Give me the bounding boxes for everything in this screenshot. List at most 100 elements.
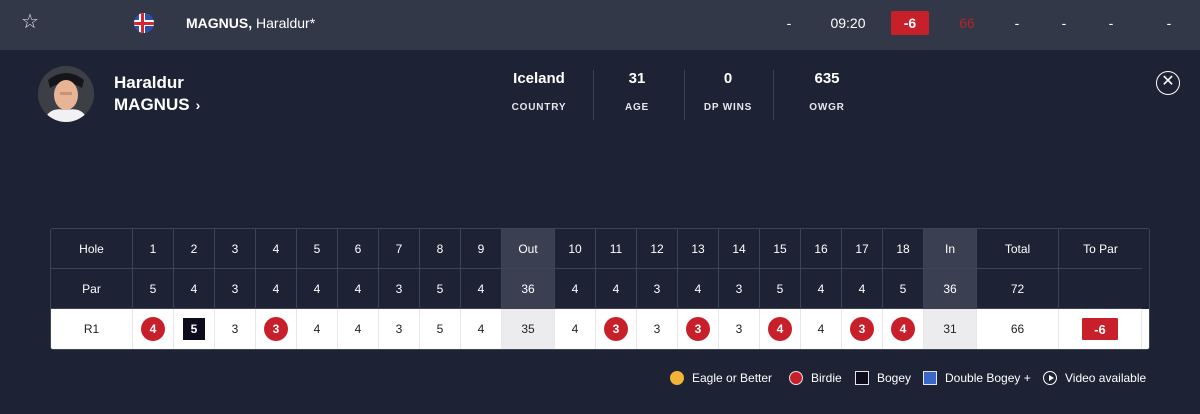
hole-cell: 1 (133, 229, 174, 269)
hole-cell: To Par (1059, 229, 1142, 269)
r1-cell: 35 (502, 309, 555, 349)
score-to-par-badge: -6 (891, 11, 929, 35)
hole-cell: 10 (555, 229, 596, 269)
birdie-marker: 3 (604, 317, 628, 341)
favorite-star-icon[interactable]: ☆ (21, 11, 39, 33)
close-button[interactable]: ✕ (1156, 71, 1180, 95)
par-cell: 5 (883, 269, 924, 309)
player-row-first-name: Haraldur* (256, 15, 316, 31)
r1-cell: 4 (883, 309, 924, 349)
stat-country-value: Iceland (513, 70, 565, 87)
stat-divider (684, 70, 685, 120)
r1-cell: 3 (596, 309, 637, 349)
r1-cell: 31 (924, 309, 977, 349)
video-play-icon (1043, 371, 1057, 385)
legend-eagle: Eagle or Better (670, 371, 772, 385)
r1-cell: 3 (719, 309, 760, 349)
par-cell: 4 (461, 269, 502, 309)
bogey-marker: 5 (183, 318, 205, 340)
round4-score-value: - (1108, 15, 1114, 31)
stat-dp-wins-value: 0 (723, 70, 733, 87)
r1-cell: 3 (842, 309, 883, 349)
hole-cell: Total (977, 229, 1059, 269)
par-cell: 4 (596, 269, 637, 309)
to-par-badge: -6 (1082, 318, 1118, 340)
stat-divider (593, 70, 594, 120)
r1-cell: 66 (977, 309, 1059, 349)
round1-score-value: 66 (959, 15, 975, 31)
r1-cell: 4 (133, 309, 174, 349)
r1-row-label: R1 (51, 309, 133, 349)
r1-cell: 3 (678, 309, 719, 349)
round2-score-value: - (1014, 15, 1020, 31)
hole-cell: 14 (719, 229, 760, 269)
scorecard-table: Hole 1 2 3 4 5 6 7 8 9 Out 10 11 12 13 14 15 16 17 18 In Tota… (50, 228, 1150, 350)
hole-cell: 7 (379, 229, 420, 269)
r1-cell: 4 (297, 309, 338, 349)
par-cell: 4 (678, 269, 719, 309)
hole-cell: 3 (215, 229, 256, 269)
birdie-swatch-icon (789, 371, 803, 385)
hole-cell: 4 (256, 229, 297, 269)
stat-divider (773, 70, 774, 120)
par-cell: 5 (760, 269, 801, 309)
stat-country: Iceland COUNTRY (500, 70, 578, 113)
stat-owgr-value: 635 (814, 70, 840, 87)
r1-cell: 3 (256, 309, 297, 349)
r1-cell: 5 (420, 309, 461, 349)
player-row-name[interactable]: MAGNUS, Haraldur* (186, 15, 315, 31)
hole-cell: 17 (842, 229, 883, 269)
stat-age-value: 31 (628, 70, 646, 87)
par-cell: 5 (133, 269, 174, 309)
hole-cell: 12 (637, 229, 678, 269)
player-name-link[interactable]: Haraldur MAGNUS › (114, 72, 200, 116)
hole-cell: 16 (801, 229, 842, 269)
par-cell: 4 (338, 269, 379, 309)
legend-birdie: Birdie (789, 371, 842, 385)
iceland-flag-icon (134, 13, 154, 33)
hole-cell: Out (502, 229, 555, 269)
bogey-swatch-icon (855, 371, 869, 385)
stat-owgr: 635 OWGR (795, 70, 859, 113)
total-score-value: - (1166, 15, 1172, 31)
hole-cell: 2 (174, 229, 215, 269)
stat-age-label: AGE (624, 102, 650, 113)
par-cell: 4 (555, 269, 596, 309)
round-row: R1 4 5 3 3 4 4 3 5 4 35 4 3 3 3 3 4 4 3 4 31 66 -6 (51, 309, 1149, 349)
r1-cell: 4 (555, 309, 596, 349)
par-cell: 4 (842, 269, 883, 309)
legend-birdie-label: Birdie (811, 371, 842, 385)
legend-video-label: Video available (1065, 371, 1147, 385)
birdie-marker: 3 (264, 317, 288, 341)
par-cell: 72 (977, 269, 1059, 309)
r1-cell: 4 (760, 309, 801, 349)
r1-cell: 4 (461, 309, 502, 349)
r1-cell: 5 (174, 309, 215, 349)
hole-cell: 6 (338, 229, 379, 269)
r1-cell: 3 (637, 309, 678, 349)
r1-cell: 4 (338, 309, 379, 349)
stat-dp-wins: 0 DP WINS (696, 70, 760, 113)
position-value: - (786, 15, 792, 31)
hole-cell: 13 (678, 229, 719, 269)
close-icon: ✕ (1161, 73, 1175, 90)
player-first-name: Haraldur (114, 73, 184, 92)
hole-cell: 5 (297, 229, 338, 269)
player-row-last-name: MAGNUS, (186, 15, 253, 31)
hole-cell: 18 (883, 229, 924, 269)
r1-cell: 4 (801, 309, 842, 349)
par-cell: 4 (297, 269, 338, 309)
par-cell: 4 (801, 269, 842, 309)
hole-cell: 11 (596, 229, 637, 269)
par-row-label: Par (51, 269, 133, 309)
player-row[interactable]: ☆ MAGNUS, Haraldur* - 09:20 -6 66 - - - … (0, 0, 1200, 50)
stat-age: 31 AGE (605, 70, 669, 113)
player-avatar (38, 66, 94, 122)
hole-cell: 9 (461, 229, 502, 269)
hole-cell: 8 (420, 229, 461, 269)
hole-cell: 15 (760, 229, 801, 269)
par-cell: 36 (502, 269, 555, 309)
birdie-marker: 4 (141, 317, 165, 341)
double-bogey-swatch-icon (923, 371, 937, 385)
par-cell: 3 (379, 269, 420, 309)
